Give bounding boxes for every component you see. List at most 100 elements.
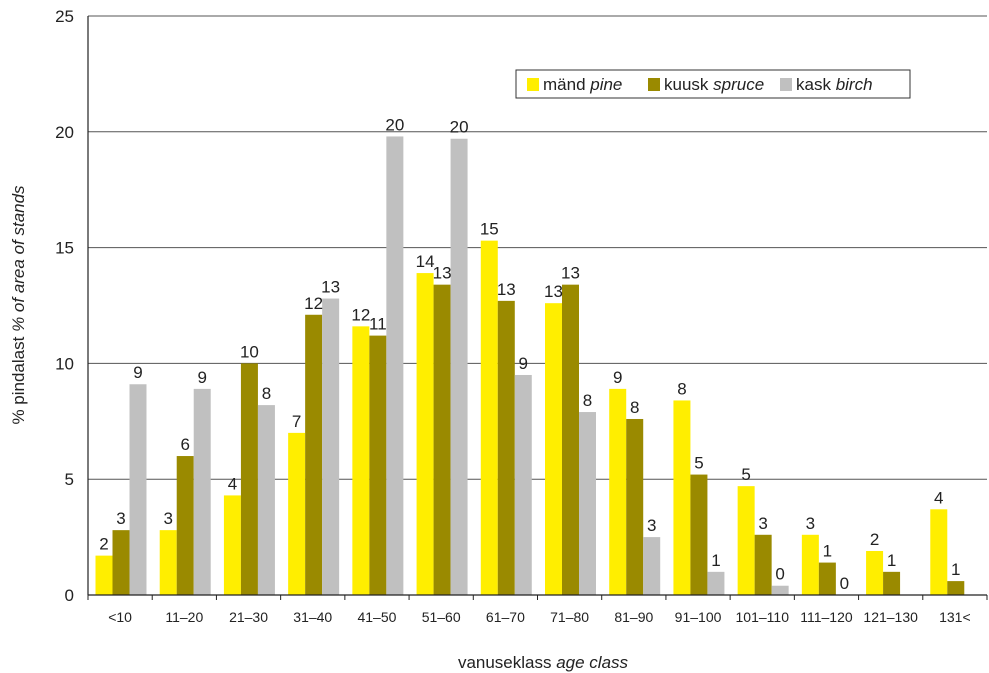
bar-0-12 — [866, 550, 884, 595]
y-axis-title-main: % pindalast — [9, 332, 28, 425]
data-label: 9 — [197, 368, 206, 387]
data-label: 8 — [677, 379, 686, 398]
legend-label-1: kuusk spruce — [664, 75, 764, 94]
bar-2-5 — [450, 138, 468, 596]
data-label: 13 — [544, 282, 563, 301]
x-tick-label: 21–30 — [229, 609, 268, 625]
data-label: 4 — [934, 488, 943, 507]
bar-0-7 — [545, 303, 562, 595]
bar-1-1 — [176, 456, 194, 595]
data-label: 12 — [304, 294, 323, 313]
data-label: 12 — [351, 305, 370, 324]
bar-0-5 — [416, 273, 434, 595]
y-tick-label: 10 — [55, 354, 74, 373]
bar-2-6 — [514, 374, 532, 595]
data-labels: 2393694108712131211201413201513913138983… — [99, 115, 960, 593]
bar-1-8 — [626, 418, 644, 595]
data-label: 1 — [711, 551, 720, 570]
bar-0-9 — [673, 400, 691, 595]
data-label: 15 — [480, 220, 499, 239]
data-label: 20 — [385, 115, 404, 134]
data-label: 3 — [806, 514, 815, 533]
bar-2-10 — [771, 585, 789, 595]
legend-swatch-1 — [648, 78, 660, 91]
bar-2-1 — [193, 388, 211, 595]
data-label: 8 — [630, 398, 639, 417]
y-tick-label: 20 — [55, 123, 74, 142]
y-tick-label: 25 — [55, 7, 74, 26]
legend-label-italic: spruce — [713, 75, 764, 94]
legend-label-main: kask — [796, 75, 836, 94]
data-label: 3 — [163, 509, 172, 528]
bar-0-10 — [737, 486, 755, 595]
data-label: 8 — [583, 391, 592, 410]
legend-label-main: mänd — [543, 75, 590, 94]
y-tick-label: 0 — [65, 586, 74, 605]
bar-1-6 — [497, 300, 515, 595]
bar-2-2 — [257, 405, 275, 595]
x-tick-label: 51–60 — [422, 609, 461, 625]
bar-1-13 — [947, 581, 965, 595]
bar-0-3 — [288, 432, 306, 595]
bar-1-10 — [754, 534, 772, 595]
x-tick-label: 31–40 — [293, 609, 332, 625]
legend-label-main: kuusk — [664, 75, 713, 94]
legend: mänd pine kuusk spruce kask birch — [515, 69, 911, 99]
data-label: 4 — [228, 474, 237, 493]
data-label: 3 — [647, 516, 656, 535]
x-tick-label: 111–120 — [800, 609, 853, 625]
legend-label-italic: pine — [589, 75, 622, 94]
x-tick-label: 91–100 — [675, 609, 722, 625]
legend-swatch-2 — [780, 78, 792, 91]
data-label: 13 — [561, 264, 580, 283]
x-tick-label: 41–50 — [357, 609, 396, 625]
legend-swatch-0 — [527, 78, 539, 91]
bar-1-2 — [240, 363, 258, 595]
data-label: 9 — [613, 368, 622, 387]
bar-0-8 — [609, 388, 627, 595]
data-label: 11 — [369, 315, 387, 334]
legend-box — [515, 69, 911, 99]
data-label: 5 — [741, 465, 750, 484]
x-tick-label: 121–130 — [863, 609, 918, 625]
data-label: 3 — [116, 509, 125, 528]
data-label: 13 — [497, 280, 516, 299]
x-tick-label: <10 — [108, 609, 132, 625]
bar-2-0 — [129, 384, 147, 595]
bar-0-4 — [352, 326, 370, 595]
x-tick-label: 71–80 — [550, 609, 589, 625]
x-axis-title-italic: age class — [556, 653, 628, 672]
x-tick-label: 61–70 — [486, 609, 525, 625]
grid-lines — [88, 15, 987, 480]
bar-1-9 — [690, 474, 708, 595]
data-label: 1 — [823, 542, 832, 561]
data-label: 6 — [180, 435, 189, 454]
bar-2-8 — [643, 537, 661, 595]
bar-0-1 — [159, 530, 177, 595]
legend-label-italic: birch — [836, 75, 873, 94]
legend-label-2: kask birch — [796, 75, 873, 94]
x-tick-label: 101–110 — [736, 609, 790, 625]
bar-0-0 — [95, 555, 113, 595]
data-label: 1 — [887, 551, 896, 570]
data-label: 9 — [519, 354, 528, 373]
bar-1-4 — [369, 335, 387, 595]
data-label: 8 — [262, 384, 271, 403]
bar-1-11 — [818, 562, 836, 595]
data-label: 0 — [775, 565, 784, 584]
data-label: 3 — [758, 514, 767, 533]
x-tick-label: 131< — [939, 609, 971, 625]
bar-2-7 — [579, 412, 596, 595]
bar-0-6 — [480, 240, 498, 596]
data-label: 20 — [450, 118, 469, 137]
x-axis-title-main: vanuseklass — [458, 653, 556, 672]
bar-1-7 — [562, 284, 579, 595]
data-label: 9 — [133, 363, 142, 382]
data-label: 5 — [694, 454, 703, 473]
legend-label-0: mänd pine — [543, 75, 622, 94]
y-tick-label: 15 — [55, 239, 74, 258]
x-axis-title: vanuseklass age class — [458, 653, 629, 672]
